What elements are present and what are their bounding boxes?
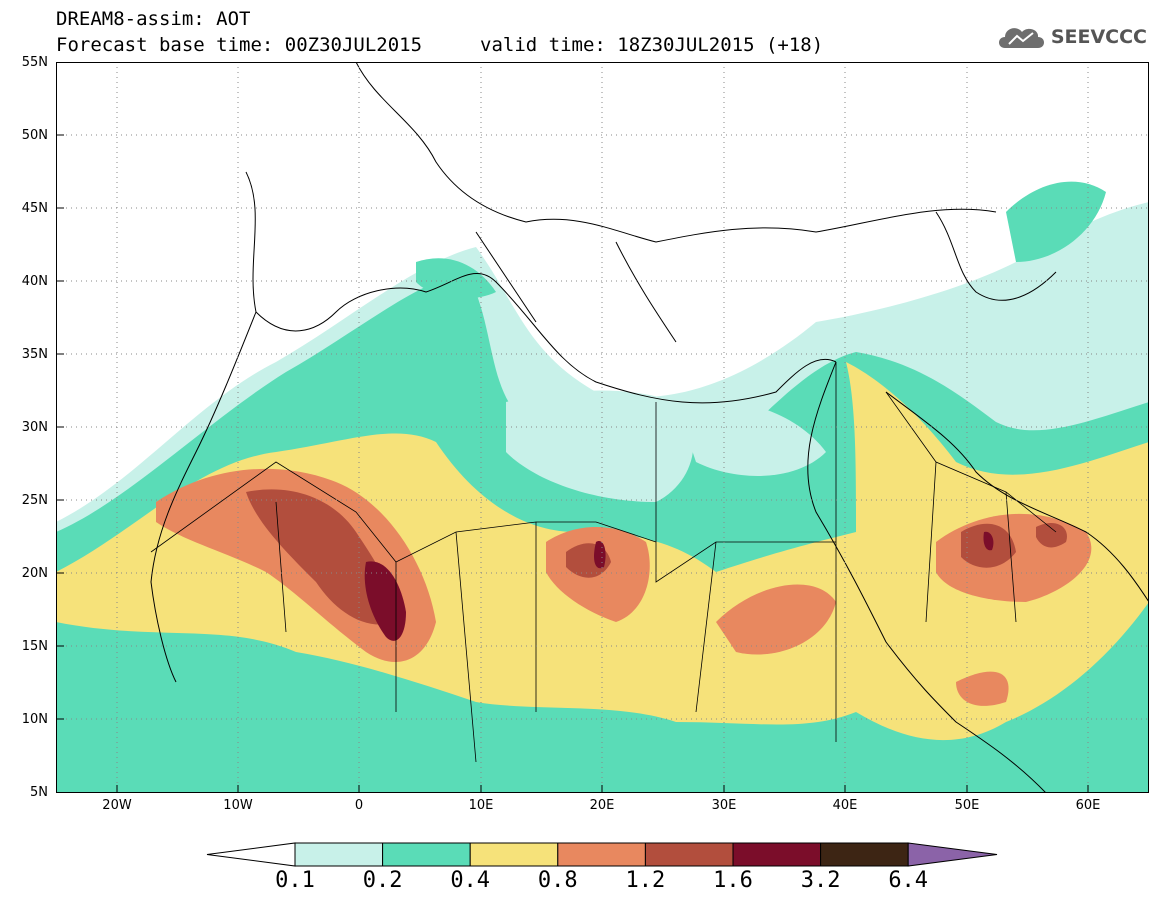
colorbar-segment: [644, 842, 734, 867]
lat-lon-grid: [56, 62, 1149, 793]
lat-label: 55N: [21, 55, 48, 70]
lon-label: 20E: [589, 798, 615, 813]
lon-label: 20W: [102, 798, 132, 813]
colorbar-over-arrow: [907, 842, 998, 867]
colorbar-segment: [557, 842, 646, 867]
lon-label: 60E: [1075, 798, 1101, 813]
lat-label: 20N: [21, 566, 48, 581]
colorbar-under-arrow: [206, 842, 296, 867]
lat-label: 5N: [30, 785, 48, 800]
lon-label: 10E: [468, 798, 494, 813]
colorbar-segment: [732, 842, 822, 867]
axis-ticks: [56, 134, 1089, 793]
cloud-icon: [998, 28, 1044, 48]
lon-label: 10W: [223, 798, 253, 813]
colorbar-segment: [820, 842, 909, 867]
colorbar-label: 1.6: [713, 868, 753, 893]
colorbar-label: 1.2: [625, 868, 666, 893]
coastlines: [150, 62, 1149, 793]
lat-label: 15N: [21, 639, 48, 654]
lon-label: 0: [354, 798, 364, 813]
valid-time: valid time: 18Z30JUL2015 (+18): [480, 34, 824, 56]
seevccc-logo: SEEVCCC: [995, 22, 1147, 52]
colorbar-segment: [294, 842, 384, 867]
lat-label: 40N: [21, 274, 48, 289]
colorbar-label: 6.4: [888, 868, 929, 893]
aot-map: [56, 62, 1149, 793]
colorbar-label: 3.2: [800, 868, 841, 893]
map-title: DREAM8-assim: AOT: [56, 8, 251, 30]
country-borders: [150, 362, 1057, 763]
lon-label: 40E: [832, 798, 858, 813]
colorbar-label: 0.1: [275, 868, 315, 893]
lon-label: 30E: [711, 798, 737, 813]
lat-label: 50N: [21, 128, 48, 143]
colorbar-label: 0.2: [362, 868, 403, 893]
lat-label: 25N: [21, 493, 48, 508]
colorbar-segment: [469, 842, 559, 867]
lon-label: 50E: [954, 798, 980, 813]
lat-label: 10N: [21, 712, 48, 727]
lat-label: 35N: [21, 347, 48, 362]
colorbar-label: 0.8: [537, 868, 578, 893]
map-frame: [56, 62, 1149, 793]
logo-text: SEEVCCC: [1050, 26, 1147, 48]
lat-label: 30N: [21, 420, 48, 435]
colorbar-segment: [382, 842, 471, 867]
forecast-base-time: Forecast base time: 00Z30JUL2015: [56, 34, 423, 56]
lat-label: 45N: [21, 201, 48, 216]
colorbar-label: 0.4: [450, 868, 491, 893]
